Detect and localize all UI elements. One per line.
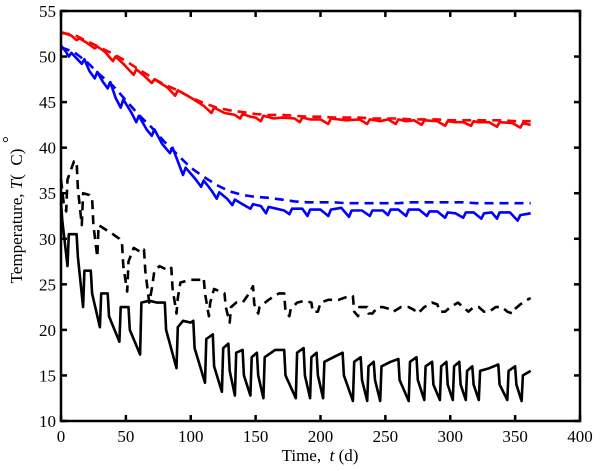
x-tick-labels: 0 50 100 150 200 250 300 350 400 bbox=[57, 427, 593, 446]
x-axis-label: Time, t (d) bbox=[282, 446, 359, 465]
x-tick-label: 150 bbox=[243, 427, 269, 446]
x-axis-label-suffix: (d) bbox=[334, 446, 358, 465]
series-line-red-solid bbox=[60, 30, 531, 129]
series-line-red-dashed bbox=[60, 31, 531, 123]
y-axis-label-suffix: ( C) bbox=[7, 149, 26, 180]
y-tick-label: 40 bbox=[39, 139, 56, 158]
y-tick-label: 20 bbox=[39, 321, 56, 340]
x-tick-label: 50 bbox=[117, 427, 134, 446]
series-line-blue-dashed bbox=[60, 46, 531, 205]
y-tick-label: 50 bbox=[39, 48, 56, 67]
x-tick-label: 300 bbox=[438, 427, 464, 446]
x-tick-label: 350 bbox=[502, 427, 528, 446]
series-line-blue-solid bbox=[59, 44, 531, 222]
y-tick-label: 35 bbox=[39, 184, 56, 203]
x-axis-label-prefix: Time, bbox=[282, 446, 330, 465]
y-tick-label: 25 bbox=[39, 275, 56, 294]
ticks-layer bbox=[59, 9, 582, 423]
y-tick-labels: 10 15 20 25 30 35 40 45 50 55 bbox=[39, 2, 56, 431]
x-axis-label-var: t bbox=[330, 446, 336, 465]
y-axis-label-prefix: Temperature, bbox=[7, 189, 26, 283]
y-axis-label-var: T bbox=[7, 178, 26, 189]
y-axis-label-degree: ° bbox=[0, 136, 18, 143]
series-line-black-dashed bbox=[59, 160, 532, 324]
y-axis-label-group: Temperature, T( C) ° bbox=[0, 136, 26, 283]
x-tick-label: 0 bbox=[57, 427, 66, 446]
x-tick-label: 100 bbox=[178, 427, 204, 446]
y-tick-label: 10 bbox=[39, 412, 56, 431]
y-tick-label: 30 bbox=[39, 230, 56, 249]
series-layer bbox=[59, 30, 532, 403]
series-line-black-solid bbox=[59, 202, 532, 403]
y-axis-label: Temperature, T( C) bbox=[7, 149, 26, 284]
x-tick-label: 200 bbox=[308, 427, 334, 446]
x-tick-label: 400 bbox=[567, 427, 593, 446]
x-tick-label: 250 bbox=[373, 427, 399, 446]
y-tick-label: 55 bbox=[39, 2, 56, 21]
y-tick-label: 15 bbox=[39, 366, 56, 385]
y-tick-label: 45 bbox=[39, 93, 56, 112]
